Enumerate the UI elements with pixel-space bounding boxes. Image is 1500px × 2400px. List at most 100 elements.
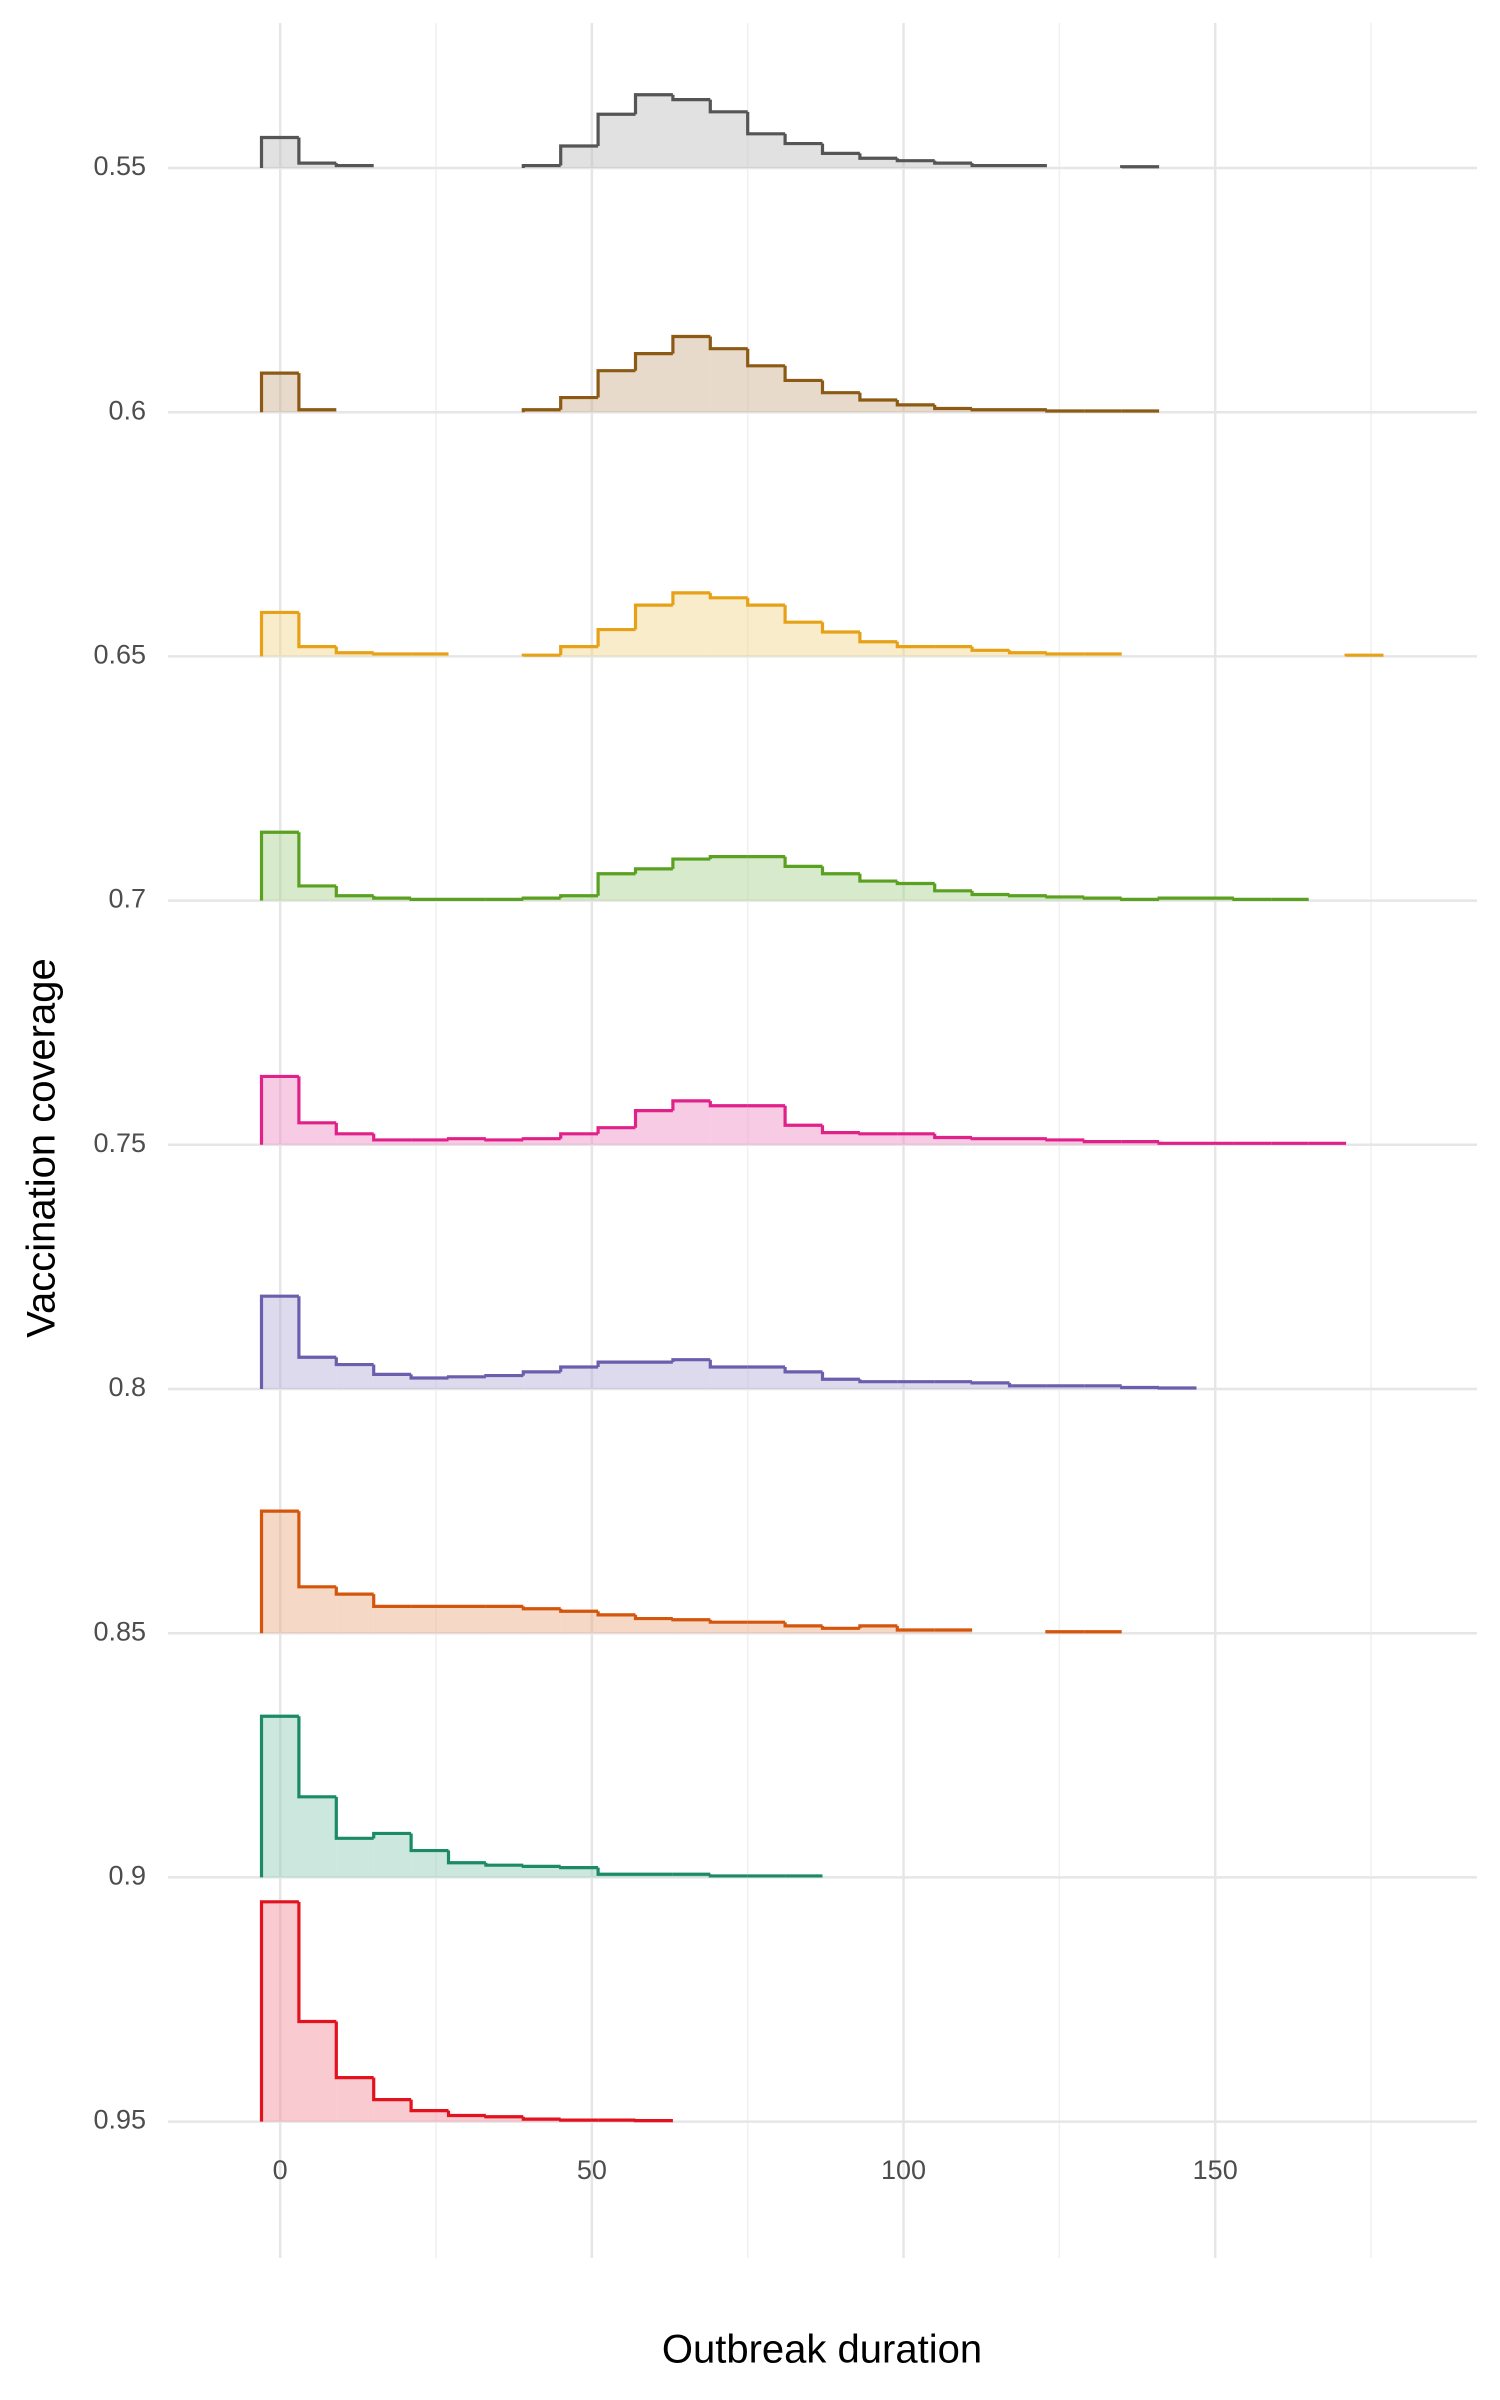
bin-outline — [334, 1122, 374, 1136]
bin-outline — [895, 1625, 935, 1632]
bin-outline — [446, 2110, 486, 2118]
x-axis-title: Outbreak duration — [662, 2328, 982, 2372]
bin-fill — [411, 1850, 449, 1878]
bin-outline — [521, 2116, 561, 2121]
bin-outline — [484, 2115, 524, 2119]
ridge — [259, 1900, 673, 2123]
bin-outline — [559, 2118, 599, 2122]
bin-outline — [671, 1618, 711, 1622]
bin-fill — [448, 2115, 486, 2122]
bin-fill — [859, 881, 898, 901]
bin-outline — [372, 652, 412, 656]
bin-fill — [336, 2077, 374, 2122]
bin-outline — [484, 1138, 524, 1142]
bin-fill — [560, 1867, 599, 1878]
bin-outline — [259, 1074, 299, 1145]
bin-fill — [747, 1367, 786, 1389]
bin-fill — [672, 859, 711, 901]
bin-fill — [897, 404, 935, 413]
bin-fill — [560, 1611, 599, 1634]
bin-outline — [633, 1614, 673, 1621]
bin-fill — [710, 111, 748, 168]
bin-outline — [820, 1371, 860, 1381]
bin-fill — [635, 1618, 673, 1634]
bin-outline — [1157, 1141, 1197, 1145]
bin-fill — [897, 646, 935, 657]
bin-outline — [372, 895, 412, 900]
bin-outline — [521, 1137, 561, 1141]
bin-fill — [785, 866, 823, 901]
bin-outline — [521, 653, 561, 657]
bin-fill — [373, 1374, 412, 1389]
bin-fill — [822, 1628, 860, 1634]
bin-fill — [298, 2021, 337, 2122]
bin-outline — [708, 1100, 748, 1108]
bin-fill — [485, 1375, 524, 1389]
bin-outline — [783, 133, 823, 146]
bin-outline — [708, 855, 748, 860]
bin-outline — [559, 894, 599, 899]
bin-outline — [596, 1867, 636, 1876]
bin-outline — [259, 830, 299, 901]
bin-outline — [633, 351, 673, 371]
bin-fill — [261, 1076, 299, 1145]
bin-fill — [934, 408, 973, 413]
bin-outline — [858, 392, 898, 402]
bin-outline — [596, 1126, 636, 1134]
bin-fill — [897, 883, 935, 901]
bin-outline — [259, 1714, 299, 1878]
bin-outline — [521, 1370, 561, 1376]
bin-outline — [297, 1296, 337, 1359]
bin-fill — [298, 1122, 337, 1145]
bin-outline — [559, 1365, 599, 1372]
bin-fill — [598, 1614, 636, 1634]
bin-fill — [635, 605, 673, 657]
bin-outline — [334, 1586, 374, 1596]
bin-fill — [822, 153, 860, 168]
bin-fill — [859, 1133, 898, 1145]
bin-fill — [785, 380, 823, 413]
bin-fill — [560, 895, 599, 901]
bin-fill — [598, 629, 636, 657]
bin-fill — [598, 370, 636, 413]
bin-outline — [297, 373, 337, 412]
bin-outline — [1045, 652, 1085, 656]
bin-fill — [298, 1796, 337, 1878]
bin-fill — [785, 622, 823, 657]
bin-outline — [559, 144, 599, 166]
ridge — [259, 334, 1160, 413]
bin-outline — [1082, 896, 1122, 900]
bin-outline — [820, 1125, 860, 1135]
bin-fill — [1009, 652, 1047, 657]
bin-outline — [1007, 650, 1047, 655]
x-tick-label: 0 — [273, 2155, 288, 2185]
bin-outline — [633, 1109, 673, 1128]
bin-fill — [1046, 1139, 1085, 1145]
bin-fill — [897, 160, 935, 168]
bin-outline — [933, 160, 973, 165]
bin-outline — [1120, 1385, 1160, 1390]
bin-outline — [783, 365, 823, 383]
ridge — [259, 591, 1384, 657]
bin-outline — [933, 404, 973, 411]
bin-fill — [785, 1125, 823, 1145]
bin-outline — [409, 1374, 449, 1380]
bin-fill — [934, 646, 973, 657]
bin-outline — [409, 897, 449, 901]
bin-fill — [411, 1606, 449, 1634]
bin-fill — [747, 1622, 786, 1634]
bin-fill — [411, 2110, 449, 2122]
bin-outline — [1045, 1138, 1085, 1142]
ridge — [259, 1074, 1347, 1145]
bin-outline — [746, 348, 786, 368]
bin-outline — [820, 866, 860, 876]
y-tick-label: 0.75 — [93, 1128, 146, 1158]
bin-outline — [446, 1137, 486, 1141]
bin-outline — [596, 112, 636, 147]
bin-outline — [484, 1373, 524, 1378]
bin-fill — [261, 137, 299, 168]
bin-fill — [261, 1296, 299, 1389]
bin-outline — [372, 1831, 412, 1839]
bin-fill — [710, 597, 748, 657]
bin-fill — [261, 1511, 299, 1634]
